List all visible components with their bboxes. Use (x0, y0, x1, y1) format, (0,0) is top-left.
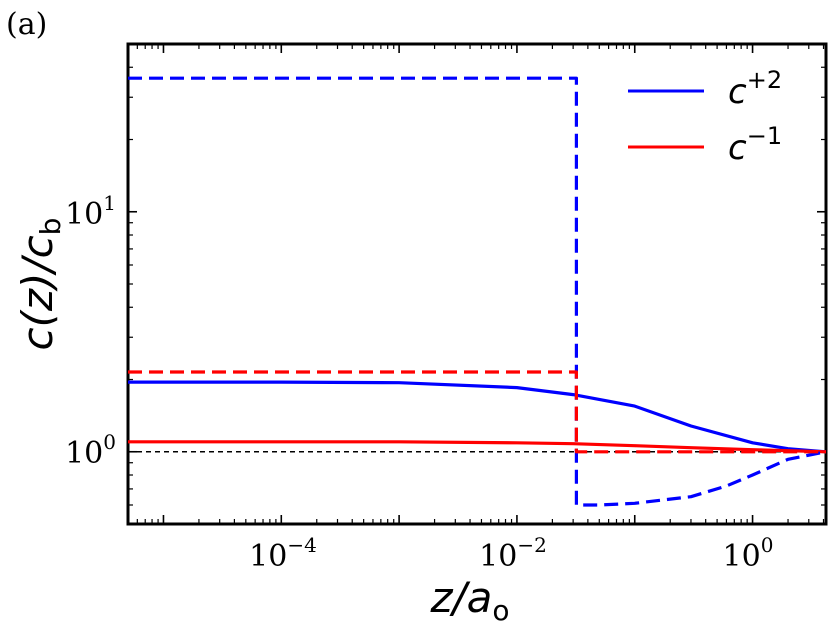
y-tick-label-1e0: 100 (65, 430, 116, 471)
panel-label: (a) (6, 7, 47, 42)
series-3-dashed-line (128, 370, 826, 454)
y-axis-label: c(z)/cb (13, 218, 67, 351)
series-0-solid-line (128, 380, 827, 454)
legend-label-c-plus2: c+2 (728, 66, 782, 112)
y-tick-label-1e1: 101 (65, 191, 116, 232)
x-tick-label-1e-4: 10−4 (249, 533, 317, 574)
x-tick-label-1e0: 100 (723, 533, 774, 574)
minor-ticks (128, 43, 826, 525)
x-tick-label-1e-2: 10−2 (479, 533, 547, 574)
major-ticks (128, 44, 826, 524)
legend: c+2 c−1 (628, 66, 782, 168)
series-layer (128, 76, 827, 507)
x-axis-label: z/ao (429, 573, 509, 623)
legend-label-c-minus1: c−1 (728, 122, 782, 168)
series-2-dashed-line (128, 76, 827, 507)
